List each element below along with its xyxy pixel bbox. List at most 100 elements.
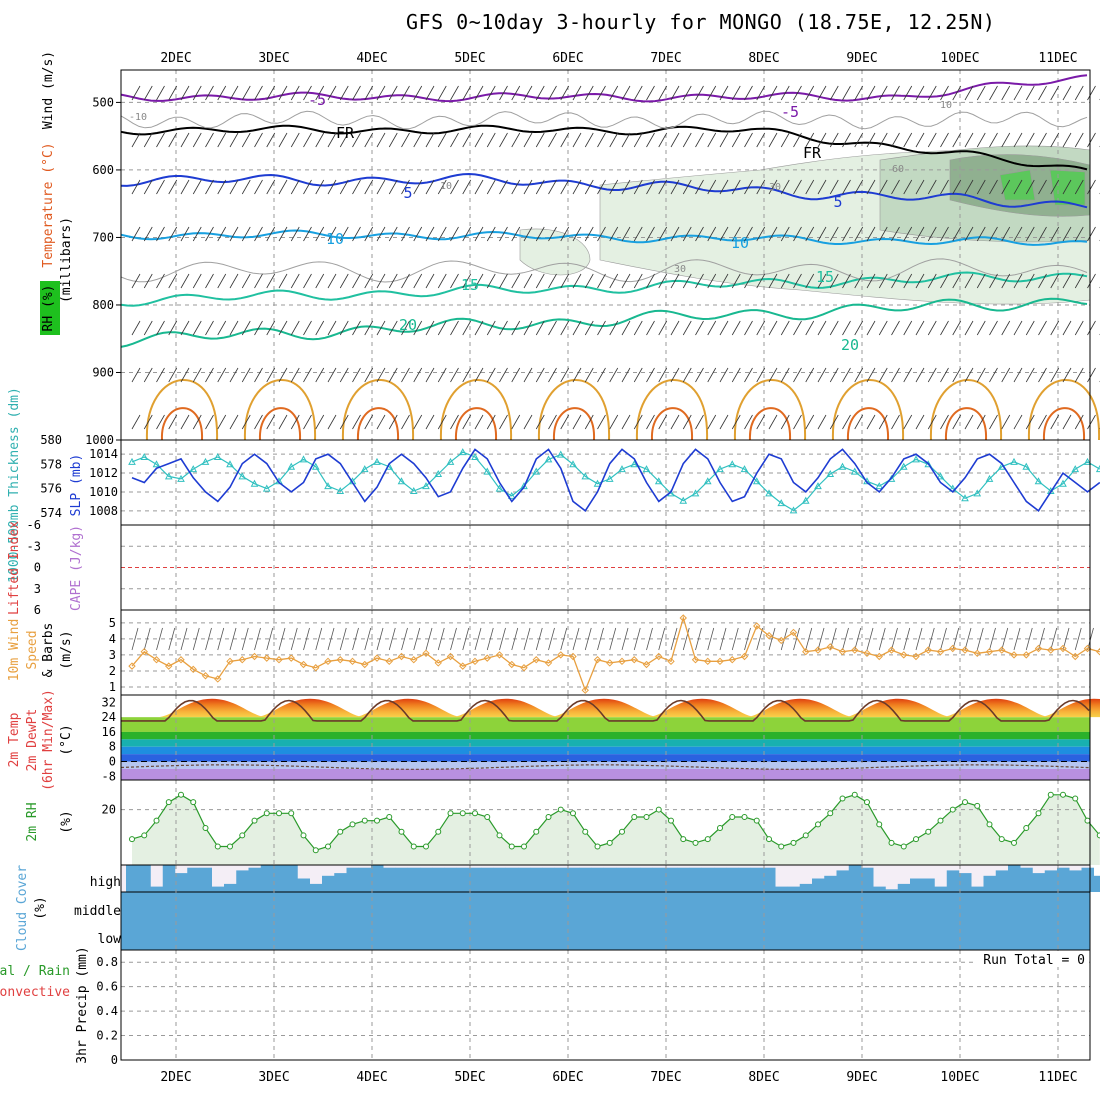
- wind-barb: [548, 367, 557, 383]
- rh-point: [582, 828, 589, 835]
- wind-barb: [609, 367, 619, 383]
- wind-barb: [817, 179, 827, 195]
- cloud-mid-low: [121, 892, 1090, 950]
- wind-barb: [413, 226, 423, 242]
- cloud-high-bar: [554, 867, 568, 892]
- wind-barb: [940, 414, 949, 430]
- rh-point: [937, 817, 944, 824]
- wind-barb: [731, 273, 741, 289]
- wind-barb: [364, 367, 374, 383]
- rh-point: [533, 828, 540, 835]
- wind-barb: [940, 367, 949, 383]
- wind-barb: [731, 132, 741, 148]
- wind10-point: [165, 662, 173, 670]
- rh-point: [986, 821, 993, 828]
- wind-barb: [756, 85, 766, 101]
- wind-barb: [866, 367, 876, 383]
- wind-barb: [842, 320, 851, 336]
- wind-barb: [854, 367, 864, 383]
- rh-point: [864, 799, 870, 806]
- thickness-point: [679, 496, 688, 504]
- wind-barb: [290, 179, 300, 195]
- cloud-high-bar: [493, 867, 506, 892]
- wind-barb: [695, 273, 704, 289]
- wind-barb: [388, 179, 398, 195]
- wind-barb: [168, 132, 178, 148]
- wind-barb: [523, 132, 533, 148]
- slp-panel-frame: [120, 439, 1091, 526]
- wind-barb: [413, 179, 423, 195]
- temp-band: [121, 731, 1090, 740]
- wind-barb: [352, 226, 361, 242]
- cloud-high-bar: [285, 865, 298, 892]
- wind10-barb: [695, 627, 702, 651]
- precip-tick-label: 0.6: [96, 980, 118, 994]
- rh-point: [288, 810, 295, 817]
- wind-barb: [474, 367, 484, 383]
- wind10-barb: [535, 627, 543, 651]
- wind-barb: [205, 367, 214, 383]
- wind-barb: [633, 226, 643, 242]
- contour-temp-25: [1027, 379, 1100, 441]
- wind-barb: [670, 226, 680, 242]
- wind-barb: [940, 320, 949, 336]
- wind10-point: [1022, 651, 1030, 659]
- slp-tick-label: 1010: [89, 485, 118, 499]
- wind-barb: [780, 226, 790, 242]
- wind-barb: [1087, 226, 1096, 242]
- wind-barb: [976, 132, 986, 148]
- contour-temp-30: [748, 407, 792, 441]
- wind-barb: [891, 414, 900, 430]
- contour-label: 10: [326, 230, 344, 248]
- cloud-high-bar: [959, 873, 972, 892]
- wind10-point: [593, 656, 602, 664]
- wind-barb: [1050, 132, 1060, 148]
- cloud-high-bar: [1069, 870, 1082, 892]
- wind-barb: [327, 320, 337, 336]
- rh-point: [619, 828, 625, 835]
- thickness-point: [544, 455, 553, 463]
- precip-tick-label: 0.4: [96, 1004, 118, 1018]
- wind-barb: [535, 179, 545, 195]
- wind-barb: [915, 179, 925, 195]
- wind-barb: [266, 367, 276, 383]
- rh-point: [496, 832, 503, 839]
- wind-barb: [388, 367, 398, 383]
- rh-point: [337, 828, 344, 835]
- wind10-point: [728, 656, 736, 664]
- cloud-high-bar: [628, 867, 641, 892]
- wind10-barb: [462, 627, 470, 651]
- wind-barb: [842, 273, 851, 289]
- wind-barb: [315, 179, 325, 195]
- temp-tick-label: 24: [102, 710, 116, 724]
- thickness-point: [336, 486, 345, 494]
- thickness-point: [311, 462, 320, 470]
- wind-barb: [756, 226, 766, 242]
- wind-barb: [989, 226, 998, 242]
- wind-barb: [425, 226, 435, 242]
- thickness-point: [458, 448, 467, 456]
- wind-barb: [1013, 132, 1023, 148]
- wind-barb: [290, 273, 300, 289]
- wind-barb: [241, 85, 251, 101]
- wind-barb: [376, 132, 386, 148]
- temp-hump: [843, 698, 953, 718]
- cloud-ylabel-unit: (%): [33, 896, 48, 919]
- wind10-barb: [866, 627, 874, 651]
- wind-barb: [842, 414, 851, 430]
- thickness-point: [422, 482, 430, 490]
- wind-barb: [964, 273, 974, 289]
- wind-barb: [401, 320, 410, 336]
- wind10-barb: [217, 627, 225, 651]
- wind-barb: [535, 226, 545, 242]
- wind-barb: [768, 367, 778, 383]
- wind-barb: [278, 132, 288, 148]
- thickness-point: [618, 465, 626, 473]
- wind-barb: [217, 85, 227, 101]
- wind-barb: [793, 273, 802, 289]
- wind-barb: [891, 273, 900, 289]
- wind-barb: [695, 367, 704, 383]
- wind-tick-label: 4: [109, 632, 116, 646]
- temp-hump: [255, 698, 365, 718]
- wind-barb: [511, 367, 521, 383]
